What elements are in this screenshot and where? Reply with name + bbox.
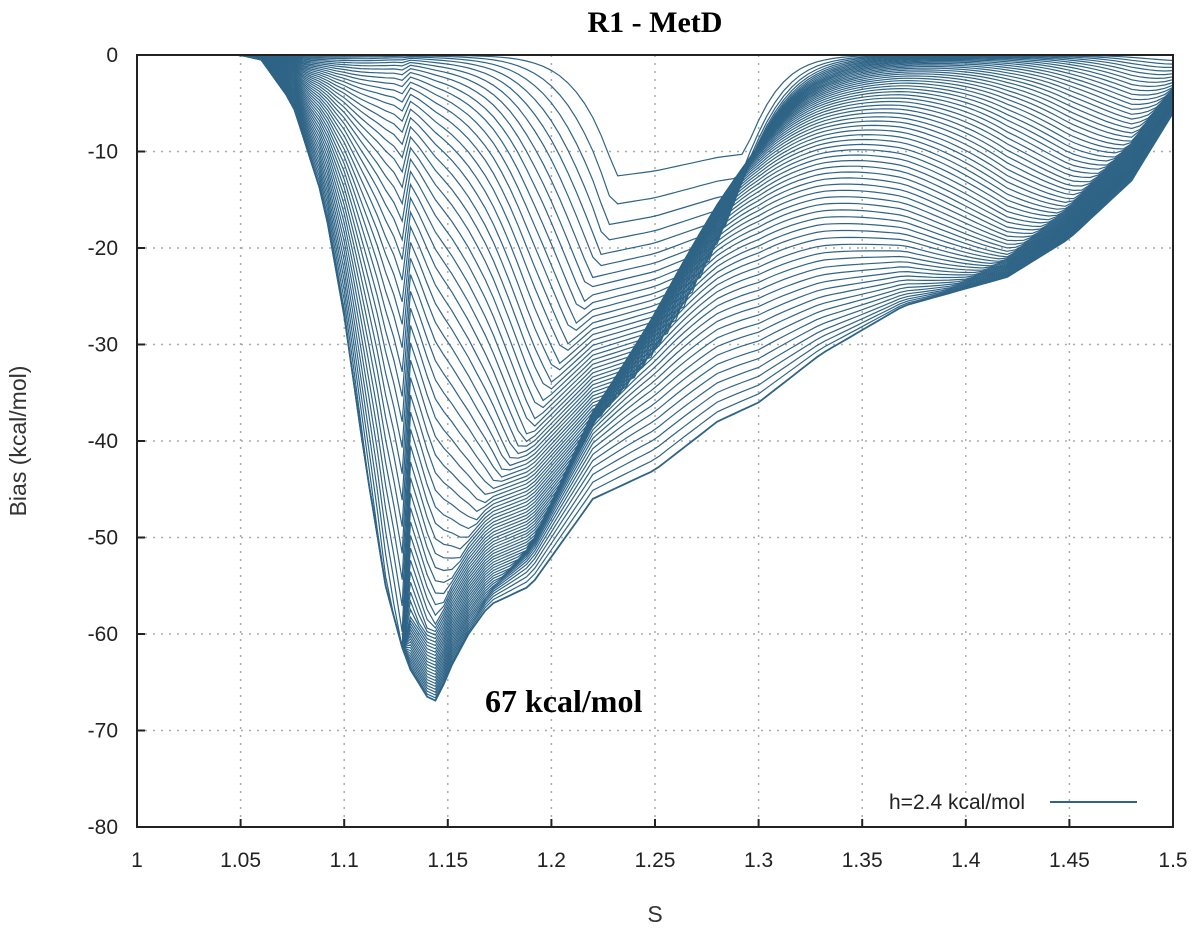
bias-curve [219,54,1174,632]
y-tick-label: -30 [88,334,118,357]
y-tick-label: -70 [88,720,118,743]
x-tick-label: 1.3 [744,849,773,872]
x-tick-label: 1.4 [951,849,981,872]
bias-curve [219,54,1174,384]
bias-curve [219,54,1174,267]
legend: h=2.4 kcal/mol [889,791,1137,814]
legend-label: h=2.4 kcal/mol [889,791,1025,814]
x-tick-label: 1.2 [537,849,566,872]
y-tick-label: -60 [88,623,118,646]
bias-curve [219,54,1174,331]
axis-ticks: 1 1.05 1.1 1.15 1.2 1.25 1.3 1.35 1.4 1.45 1.5 0 -10… [88,44,1188,872]
bias-curve [219,54,1174,702]
x-tick-label: 1.05 [220,849,261,872]
bias-curve [219,54,1174,390]
y-tick-label: -20 [88,237,118,260]
x-tick-label: 1.35 [842,849,883,872]
x-tick-label: 1.25 [635,849,676,872]
y-tick-label: -40 [88,430,118,453]
x-tick-label: 1.5 [1158,849,1187,872]
x-axis-label: S [647,901,662,927]
bias-curve [219,54,1174,648]
bias-curve [219,54,1174,241]
y-tick-label: -10 [88,141,118,164]
bias-curves [219,54,1174,702]
bias-curve [219,54,1174,365]
x-tick-label: 1.45 [1049,849,1090,872]
x-tick-label: 1 [131,849,143,872]
y-tick-label: 0 [106,44,118,67]
annotation-min-bias: 67 kcal/mol [485,683,642,719]
bias-curve [219,54,1174,607]
bias-curve [219,54,1174,371]
y-tick-label: -50 [88,527,118,550]
bias-curve [219,54,1174,657]
bias-curve [219,54,1174,682]
bias-curve [219,54,1174,648]
y-tick-label: -80 [88,816,118,839]
bias-curve [219,54,1174,177]
x-tick-label: 1.1 [330,849,359,872]
bias-curve [219,54,1174,256]
chart-title: R1 - MetD [588,6,723,39]
y-axis-label: Bias (kcal/mol) [5,366,31,517]
bias-curve [219,54,1174,679]
bias-curve [219,54,1174,676]
bias-curve [219,54,1174,402]
x-tick-label: 1.15 [427,849,468,872]
bias-curve [219,54,1174,554]
